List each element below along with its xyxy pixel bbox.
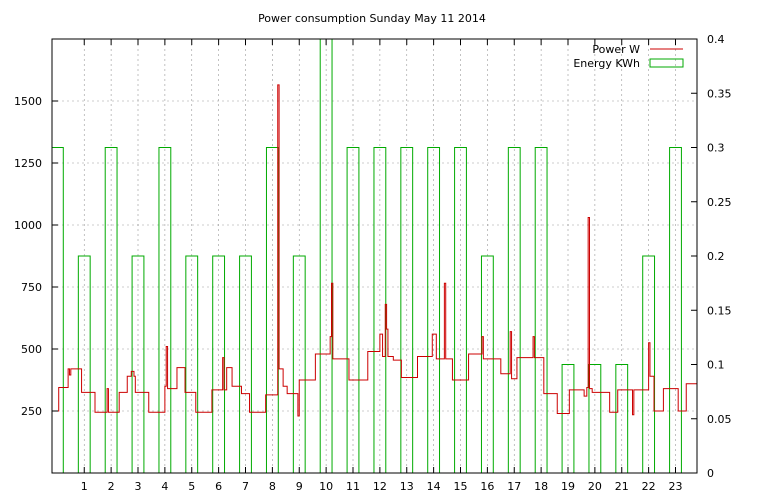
x-tick-label: 21 (615, 480, 629, 493)
energy-bar (642, 255, 656, 473)
y2-tick-label: 0.25 (707, 196, 732, 209)
energy-bar (373, 147, 387, 473)
energy-bar (131, 255, 145, 473)
x-tick-label: 2 (108, 480, 115, 493)
energy-bar (588, 364, 602, 473)
energy-bar (561, 364, 575, 473)
y-tick-label: 500 (21, 343, 42, 356)
energy-series (51, 38, 682, 473)
legend-swatch-energy (649, 58, 684, 68)
y2-tick-label: 0.15 (707, 304, 732, 317)
y2-tick-label: 0.4 (707, 33, 725, 46)
energy-bar (346, 147, 360, 473)
energy-bar (292, 255, 306, 473)
y-tick-label: 750 (21, 281, 42, 294)
x-tick-label: 3 (135, 480, 142, 493)
energy-bar (615, 364, 629, 473)
x-tick-label: 14 (427, 480, 441, 493)
energy-bar (454, 147, 467, 473)
x-tick-label: 12 (373, 480, 387, 493)
x-tick-label: 7 (242, 480, 249, 493)
x-tick-label: 16 (480, 480, 494, 493)
x-tick-label: 6 (215, 480, 222, 493)
y2-tick-label: 0.1 (707, 359, 725, 372)
energy-bar (534, 147, 548, 473)
energy-bar (427, 147, 441, 473)
chart-title: Power consumption Sunday May 11 2014 (258, 12, 486, 25)
x-tick-label: 17 (507, 480, 521, 493)
energy-bar (480, 255, 494, 473)
x-tick-label: 10 (319, 480, 333, 493)
y2-tick-label: 0.35 (707, 87, 732, 100)
energy-bar (77, 255, 91, 473)
energy-bar (507, 147, 521, 473)
y2-tick-label: 0 (707, 467, 714, 480)
energy-bar (669, 147, 682, 473)
x-tick-label: 15 (454, 480, 468, 493)
x-tick-label: 9 (296, 480, 303, 493)
energy-bar (212, 255, 226, 473)
energy-bar (104, 147, 118, 473)
y-tick-label: 1250 (14, 157, 42, 170)
y2-tick-label: 0.3 (707, 142, 725, 155)
legend-label-power: Power W (592, 43, 640, 56)
energy-bar (158, 147, 172, 473)
energy-bar (185, 255, 199, 473)
y2-tick-label: 0.2 (707, 250, 725, 263)
x-tick-label: 13 (400, 480, 414, 493)
power-series (57, 84, 698, 417)
y2-tick-label: 0.05 (707, 413, 732, 426)
y-tick-label: 250 (21, 405, 42, 418)
y-tick-label: 1500 (14, 95, 42, 108)
axis-ticks: 1 2 3 4 5 6 7 8 9 10 11 12 13 14 15 16 17 18 19 20 21 22 23250… (14, 33, 732, 493)
x-tick-label: 23 (669, 480, 683, 493)
x-tick-label: 8 (269, 480, 276, 493)
x-tick-label: 5 (188, 480, 195, 493)
x-tick-label: 18 (534, 480, 548, 493)
energy-bar (265, 147, 279, 473)
power-line (57, 84, 698, 417)
energy-bar (51, 147, 64, 473)
x-tick-label: 19 (561, 480, 575, 493)
x-tick-label: 20 (588, 480, 602, 493)
energy-bar (400, 147, 414, 473)
legend-label-energy: Energy KWh (573, 57, 640, 70)
y-tick-label: 1000 (14, 219, 42, 232)
x-tick-label: 1 (81, 480, 88, 493)
x-tick-label: 4 (161, 480, 168, 493)
x-tick-label: 22 (642, 480, 656, 493)
x-tick-label: 11 (346, 480, 360, 493)
energy-bar (239, 255, 252, 473)
